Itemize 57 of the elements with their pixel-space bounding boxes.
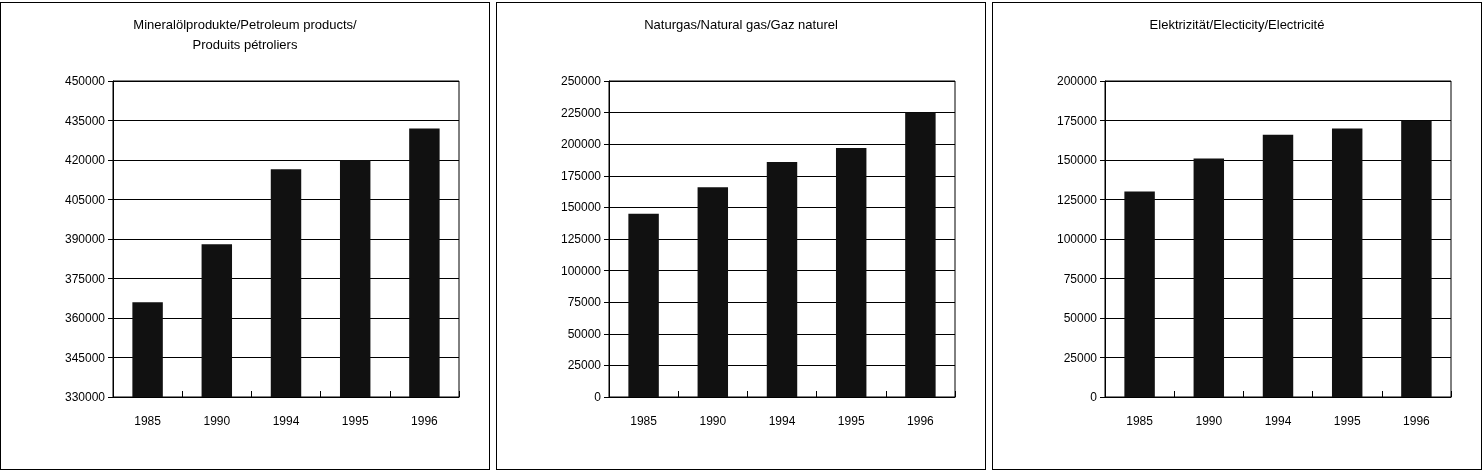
- y-tick-label: 450000: [64, 74, 106, 88]
- y-tick-label: 25000: [567, 358, 602, 373]
- y-tick-label: 175000: [560, 168, 602, 183]
- x-tick-label: 1990: [1195, 414, 1223, 428]
- x-tick-label: 1996: [1403, 414, 1431, 428]
- y-tick-label: 75000: [1063, 271, 1098, 286]
- y-tick-label: 390000: [64, 232, 106, 246]
- x-tick-label: 1995: [837, 414, 865, 428]
- y-tick-label: 200000: [1056, 74, 1098, 88]
- y-tick-label: 250000: [560, 74, 602, 88]
- x-tick-label: 1985: [630, 414, 658, 428]
- y-tick-label: 360000: [64, 311, 106, 325]
- x-tick-label: 1994: [1264, 414, 1292, 428]
- y-tick-label: 225000: [560, 105, 602, 120]
- bar: [628, 213, 659, 397]
- y-tick-label: 100000: [1056, 232, 1098, 246]
- chart-title: Mineralölprodukte/Petroleum products/Produits pétroliers: [133, 16, 358, 52]
- y-tick-label: 345000: [64, 350, 106, 365]
- x-tick-label: 1990: [699, 414, 727, 428]
- x-tick-label: 1994: [768, 414, 796, 428]
- x-tick-label: 1990: [203, 414, 231, 428]
- y-tick-label: 150000: [560, 200, 602, 215]
- y-tick-label: 25000: [1063, 350, 1098, 365]
- y-tick-label: 100000: [560, 263, 602, 278]
- y-tick-label: 50000: [567, 326, 602, 341]
- bar: [835, 147, 867, 397]
- y-tick-label: 75000: [567, 295, 602, 310]
- chart-title: Naturgas/Natural gas/Gaz naturel: [644, 16, 838, 32]
- y-tick-label: 200000: [560, 137, 602, 152]
- bar: [766, 161, 798, 397]
- x-tick-label: 1994: [272, 414, 300, 428]
- y-tick-label: 50000: [1063, 311, 1098, 325]
- chart-title: Elektrizität/Electicity/Electricité: [1149, 16, 1325, 32]
- x-tick-label: 1985: [134, 414, 162, 428]
- bar: [697, 187, 729, 397]
- bar: [1262, 134, 1294, 397]
- x-tick-label: 1996: [411, 414, 439, 428]
- y-tick-label: 175000: [1056, 113, 1098, 128]
- y-tick-label: 330000: [64, 390, 106, 404]
- y-tick-label: 125000: [560, 232, 602, 246]
- y-tick-label: 420000: [64, 153, 106, 167]
- bar: [1193, 158, 1225, 397]
- x-tick-label: 1996: [907, 414, 935, 428]
- bar: [1124, 191, 1155, 397]
- x-tick-label: 1995: [1333, 414, 1361, 428]
- bar: [905, 112, 936, 397]
- y-tick-label: 0: [594, 390, 602, 404]
- bar: [1401, 120, 1432, 397]
- y-tick-label: 0: [1090, 390, 1098, 404]
- y-tick-label: 125000: [1056, 192, 1098, 207]
- y-tick-label: 405000: [64, 192, 106, 207]
- y-tick-label: 150000: [1056, 153, 1098, 167]
- x-tick-label: 1995: [341, 414, 369, 428]
- x-tick-label: 1985: [1126, 414, 1154, 428]
- y-tick-label: 435000: [64, 113, 106, 128]
- bar: [1331, 128, 1363, 397]
- y-tick-label: 375000: [64, 271, 106, 286]
